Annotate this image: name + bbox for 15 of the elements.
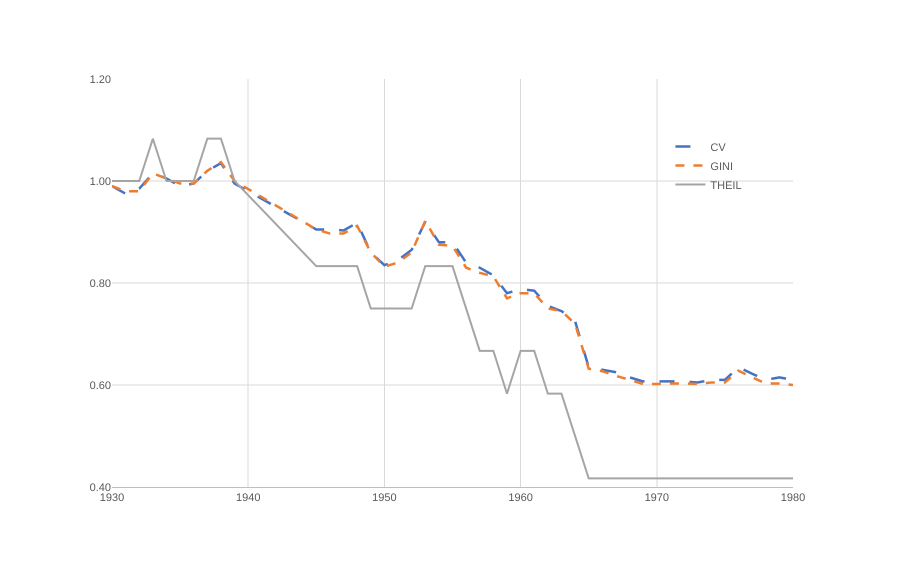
- x-tick-label: 1970: [644, 492, 670, 504]
- y-tick-label: 1.00: [90, 176, 111, 188]
- legend-label: THEIL: [710, 180, 742, 192]
- x-tick-label: 1930: [100, 492, 124, 504]
- legend-label: CV: [710, 142, 726, 154]
- y-tick-label: 0.80: [90, 278, 111, 290]
- legend-label: GINI: [710, 160, 734, 173]
- line-series: [112, 138, 793, 480]
- y-tick-label: 1.20: [90, 74, 111, 86]
- y-tick-label: 0.60: [90, 380, 111, 392]
- x-tick-label: 1980: [780, 492, 806, 504]
- x-tick-label: 1950: [372, 492, 397, 504]
- y-tick-label: 0.40: [90, 482, 111, 494]
- x-tick-label: 1940: [236, 492, 260, 504]
- x-tick-label: 1960: [508, 492, 533, 504]
